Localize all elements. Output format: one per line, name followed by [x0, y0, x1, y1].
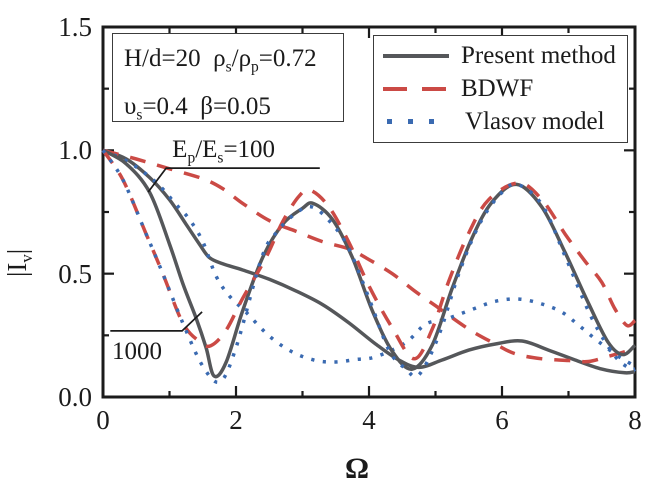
legend-sample-dotted-icon — [383, 119, 457, 125]
curve-group-label-2: 1000 — [111, 338, 162, 366]
curve-present-method-epes100 — [102, 148, 636, 375]
x-tick-label: 4 — [362, 405, 376, 435]
legend-entry: Vlasov model — [374, 106, 627, 138]
curve-vlasov-model-epes100 — [102, 148, 636, 368]
parameter-line-2: υs=0.4 β=0.05 — [124, 93, 271, 124]
solid-line-icon — [383, 54, 449, 59]
legend-entry: BDWF — [374, 73, 627, 105]
legend-sample-solid-icon — [383, 54, 453, 59]
curve-present-method-epes1000 — [102, 148, 637, 379]
subscript: p — [251, 58, 259, 76]
subscript: s — [217, 149, 224, 167]
curve-bdwf-epes1000 — [101, 149, 637, 361]
parameter-line-1: H/d=20 ρs/ρp=0.72 — [124, 45, 317, 76]
dot-icon — [429, 119, 434, 125]
legend-entry: Present method — [374, 40, 627, 72]
y-tick-label: 1.0 — [58, 135, 92, 166]
y-tick-label: 1.5 — [58, 12, 92, 42]
y-axis-label: |Iv| — [2, 248, 36, 278]
curve-group-label-1: Ep/Es=100 — [172, 136, 276, 167]
dot-icon — [408, 119, 413, 125]
curve-bdwf-epes100 — [102, 148, 636, 364]
x-tick-label: 0 — [96, 405, 110, 435]
dash-icon — [422, 86, 446, 92]
legend-entry-label: Present method — [461, 42, 616, 70]
dot-icon — [387, 119, 392, 125]
subscript: v — [16, 254, 36, 263]
x-tick-label: 2 — [229, 405, 243, 435]
leader-line-1 — [147, 167, 320, 193]
legend-entry-label: BDWF — [461, 74, 534, 102]
curve-vlasov-model-epes1000 — [101, 149, 637, 385]
legend-entry-label: Vlasov model — [465, 107, 605, 135]
x-tick-label: 8 — [628, 405, 642, 435]
dash-icon — [383, 86, 407, 92]
subscript: s — [225, 58, 232, 76]
y-tick-label: 0.0 — [58, 382, 92, 412]
x-tick-label: 6 — [495, 405, 509, 435]
legend-sample-dashed-icon — [383, 86, 453, 92]
leader-line-2 — [110, 311, 203, 332]
legend: Present method BDWF Vlasov model — [373, 35, 628, 143]
subscript: s — [136, 106, 143, 124]
subscript: p — [187, 149, 196, 167]
y-tick-label: 0.5 — [58, 258, 92, 289]
parameter-box: H/d=20 ρs/ρp=0.72 υs=0.4 β=0.05 — [112, 33, 344, 124]
x-axis-label: Ω — [345, 452, 370, 485]
